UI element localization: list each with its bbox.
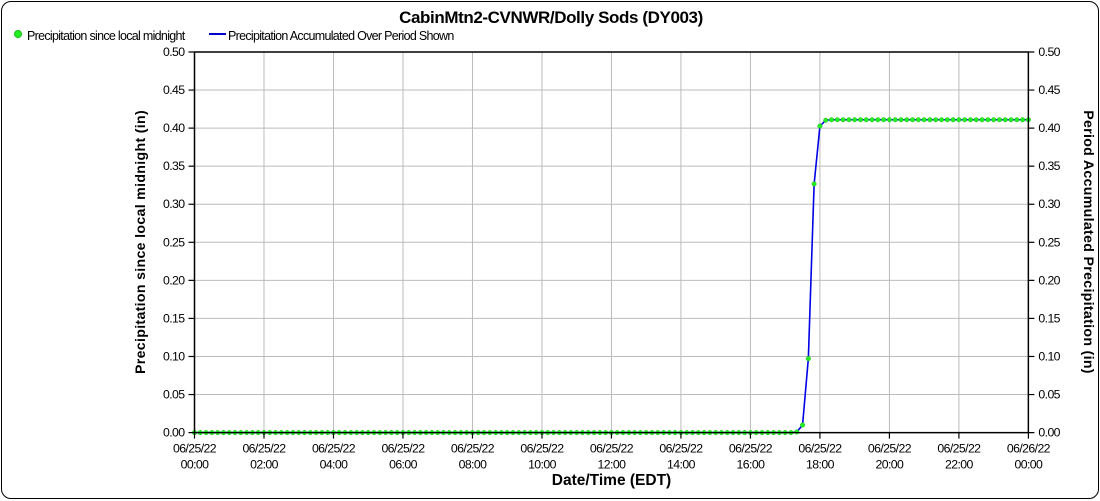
svg-text:06/25/22: 06/25/22 — [659, 442, 703, 456]
svg-text:0.20: 0.20 — [1038, 273, 1060, 287]
svg-text:0.50: 0.50 — [163, 45, 185, 59]
svg-text:06/25/22: 06/25/22 — [729, 442, 773, 456]
svg-text:0.45: 0.45 — [1038, 83, 1060, 97]
svg-text:04:00: 04:00 — [320, 458, 349, 472]
svg-text:06/25/22: 06/25/22 — [173, 442, 217, 456]
svg-text:22:00: 22:00 — [945, 458, 974, 472]
svg-text:06/25/22: 06/25/22 — [868, 442, 912, 456]
svg-text:06/25/22: 06/25/22 — [242, 442, 286, 456]
svg-text:0.40: 0.40 — [1038, 121, 1060, 135]
svg-text:0.35: 0.35 — [1038, 159, 1060, 173]
svg-text:0.10: 0.10 — [1038, 349, 1060, 363]
svg-text:0.25: 0.25 — [163, 235, 185, 249]
svg-text:06/25/22: 06/25/22 — [798, 442, 842, 456]
svg-text:0.25: 0.25 — [1038, 235, 1060, 249]
svg-text:0.50: 0.50 — [1038, 45, 1060, 59]
svg-text:0.15: 0.15 — [1038, 311, 1060, 325]
svg-text:0.40: 0.40 — [163, 121, 185, 135]
svg-text:12:00: 12:00 — [598, 458, 627, 472]
svg-text:0.05: 0.05 — [163, 388, 185, 402]
svg-text:0.15: 0.15 — [163, 311, 185, 325]
svg-text:02:00: 02:00 — [250, 458, 279, 472]
svg-text:0.10: 0.10 — [163, 349, 185, 363]
svg-text:14:00: 14:00 — [667, 458, 696, 472]
svg-text:00:00: 00:00 — [1015, 458, 1044, 472]
svg-text:16:00: 16:00 — [737, 458, 766, 472]
svg-text:0.45: 0.45 — [163, 83, 185, 97]
svg-text:06/25/22: 06/25/22 — [381, 442, 425, 456]
svg-text:0.30: 0.30 — [1038, 197, 1060, 211]
svg-text:0.00: 0.00 — [1038, 426, 1060, 440]
svg-text:06/25/22: 06/25/22 — [451, 442, 495, 456]
svg-text:20:00: 20:00 — [876, 458, 905, 472]
svg-text:06/25/22: 06/25/22 — [520, 442, 564, 456]
svg-text:06/25/22: 06/25/22 — [312, 442, 356, 456]
svg-text:0.05: 0.05 — [1038, 388, 1060, 402]
svg-text:18:00: 18:00 — [806, 458, 835, 472]
svg-text:06/26/22: 06/26/22 — [1007, 442, 1051, 456]
svg-text:00:00: 00:00 — [181, 458, 210, 472]
svg-text:06/25/22: 06/25/22 — [937, 442, 981, 456]
svg-text:06/25/22: 06/25/22 — [590, 442, 634, 456]
svg-text:0.35: 0.35 — [163, 159, 185, 173]
svg-text:06:00: 06:00 — [389, 458, 418, 472]
svg-text:0.30: 0.30 — [163, 197, 185, 211]
svg-text:08:00: 08:00 — [459, 458, 488, 472]
svg-text:0.00: 0.00 — [163, 426, 185, 440]
svg-text:10:00: 10:00 — [528, 458, 557, 472]
svg-text:0.20: 0.20 — [163, 273, 185, 287]
